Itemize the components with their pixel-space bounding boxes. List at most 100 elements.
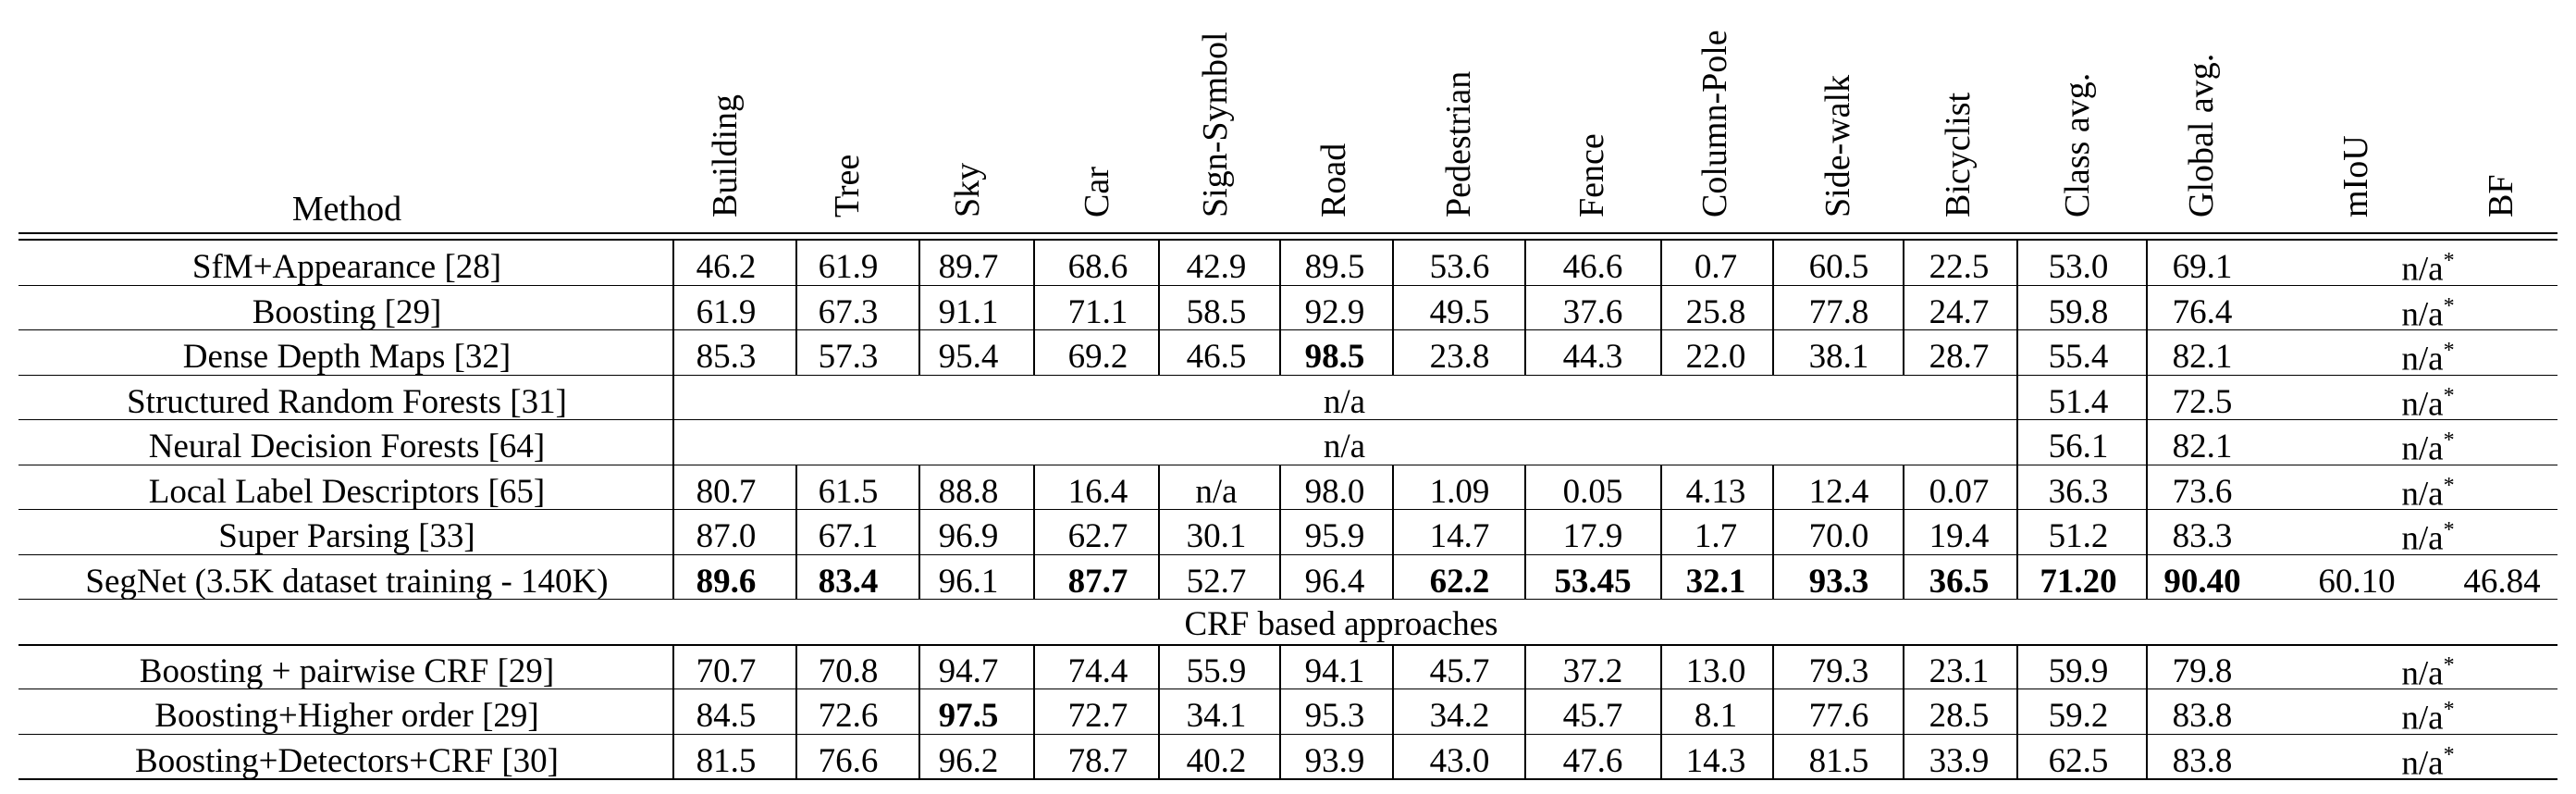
table-cell: 87.0 bbox=[696, 517, 757, 555]
column-divider bbox=[1903, 510, 1904, 555]
column-divider bbox=[1660, 554, 1662, 600]
miou-bf-cell: n/a* bbox=[2336, 385, 2521, 421]
column-divider bbox=[1524, 734, 1526, 779]
column-divider bbox=[1660, 330, 1662, 376]
column-divider bbox=[1772, 241, 1774, 286]
table-cell: 58.5 bbox=[1186, 292, 1247, 331]
asterisk: * bbox=[2443, 473, 2455, 498]
table-cell: 98.0 bbox=[1304, 472, 1365, 511]
header-rule bbox=[18, 239, 2558, 241]
column-divider bbox=[1772, 734, 1774, 779]
column-divider bbox=[918, 285, 920, 330]
table-cell: 28.7 bbox=[1929, 338, 1990, 376]
column-divider bbox=[2146, 375, 2148, 420]
table-cell: 79.3 bbox=[1808, 651, 1869, 690]
column-divider bbox=[1660, 734, 1662, 779]
table-cell: 14.7 bbox=[1429, 517, 1490, 555]
column-divider bbox=[1660, 285, 1662, 330]
column-header: Sign-Symbol bbox=[1196, 31, 1235, 217]
table-cell: n/a bbox=[1195, 472, 1238, 511]
table-cell: 61.5 bbox=[818, 472, 879, 511]
column-header: mIoU bbox=[2336, 135, 2375, 217]
table-cell: 22.5 bbox=[1929, 248, 1990, 286]
column-divider bbox=[2016, 644, 2018, 689]
column-divider bbox=[1033, 241, 1035, 286]
column-divider bbox=[672, 375, 674, 420]
table-cell: 42.9 bbox=[1186, 248, 1247, 286]
column-divider bbox=[1033, 689, 1035, 735]
column-divider bbox=[1660, 689, 1662, 735]
column-divider bbox=[918, 241, 920, 286]
table-cell: 83.4 bbox=[818, 562, 879, 601]
column-divider bbox=[2016, 330, 2018, 376]
column-divider bbox=[2146, 285, 2148, 330]
header-rule bbox=[18, 232, 2558, 234]
table-cell: 83.3 bbox=[2172, 517, 2233, 555]
column-header: Pedestrian bbox=[1439, 70, 1478, 217]
row-rule bbox=[18, 733, 2558, 735]
table-cell: 80.7 bbox=[696, 472, 757, 511]
table-cell: 59.9 bbox=[2048, 651, 2109, 690]
miou-bf-cell: n/a* bbox=[2336, 519, 2521, 555]
table-cell: 92.9 bbox=[1304, 292, 1365, 331]
table-cell: 51.4 bbox=[2048, 382, 2109, 421]
table-cell: 85.3 bbox=[696, 338, 757, 376]
column-divider bbox=[1903, 465, 1904, 510]
column-divider bbox=[1524, 689, 1526, 735]
na-span: n/a bbox=[1323, 382, 1366, 421]
method-cell: Dense Depth Maps [32] bbox=[182, 338, 512, 376]
table-cell: 76.6 bbox=[818, 741, 879, 780]
column-divider bbox=[672, 734, 674, 779]
table-cell: 84.5 bbox=[696, 697, 757, 735]
miou-bf-cell: n/a* bbox=[2336, 250, 2521, 286]
column-divider bbox=[918, 644, 920, 689]
table-cell: 55.9 bbox=[1186, 651, 1247, 690]
table-cell: 72.6 bbox=[818, 697, 879, 735]
table-cell: 78.7 bbox=[1067, 741, 1128, 780]
row-rule bbox=[18, 329, 2558, 330]
miou-bf-cell: n/a* bbox=[2336, 744, 2521, 780]
column-divider bbox=[795, 510, 797, 555]
column-divider bbox=[1033, 734, 1035, 779]
table-cell: 81.5 bbox=[696, 741, 757, 780]
column-divider bbox=[1392, 465, 1394, 510]
table-cell: 43.0 bbox=[1429, 741, 1490, 780]
table-cell: 69.1 bbox=[2172, 248, 2233, 286]
table-cell: 36.5 bbox=[1929, 562, 1990, 601]
table-cell: 91.1 bbox=[938, 292, 999, 331]
table-cell: 60.5 bbox=[1808, 248, 1869, 286]
table-cell: 30.1 bbox=[1186, 517, 1247, 555]
table-cell: 33.9 bbox=[1929, 741, 1990, 780]
row-rule bbox=[18, 509, 2558, 510]
column-divider bbox=[918, 554, 920, 600]
column-divider bbox=[1903, 734, 1904, 779]
miou-cell: 60.10 bbox=[2318, 562, 2396, 601]
table-cell: 0.05 bbox=[1562, 472, 1623, 511]
table-cell: 88.8 bbox=[938, 472, 999, 511]
table-cell: 0.7 bbox=[1694, 248, 1738, 286]
table-cell: 28.5 bbox=[1929, 697, 1990, 735]
table-cell: 77.8 bbox=[1808, 292, 1869, 331]
na-span: n/a bbox=[1323, 428, 1366, 465]
table-cell: 57.3 bbox=[818, 338, 879, 376]
column-divider bbox=[1033, 285, 1035, 330]
table-cell: 8.1 bbox=[1694, 697, 1738, 735]
asterisk: * bbox=[2443, 339, 2455, 363]
column-divider bbox=[1392, 285, 1394, 330]
table-cell: 70.7 bbox=[696, 651, 757, 690]
column-divider bbox=[1524, 510, 1526, 555]
method-cell: Neural Decision Forests [64] bbox=[148, 428, 546, 465]
column-divider bbox=[1903, 241, 1904, 286]
table-cell: 45.7 bbox=[1429, 651, 1490, 690]
column-divider bbox=[1392, 644, 1394, 689]
table-cell: 62.7 bbox=[1067, 517, 1128, 555]
method-cell: Boosting + pairwise CRF [29] bbox=[139, 651, 555, 690]
table-cell: 82.1 bbox=[2172, 338, 2233, 376]
column-divider bbox=[2016, 241, 2018, 286]
column-divider bbox=[1772, 689, 1774, 735]
column-divider bbox=[1772, 644, 1774, 689]
column-divider bbox=[1033, 510, 1035, 555]
na-star-text: n/a bbox=[2401, 653, 2444, 692]
column-divider bbox=[1033, 644, 1035, 689]
asterisk: * bbox=[2443, 518, 2455, 542]
